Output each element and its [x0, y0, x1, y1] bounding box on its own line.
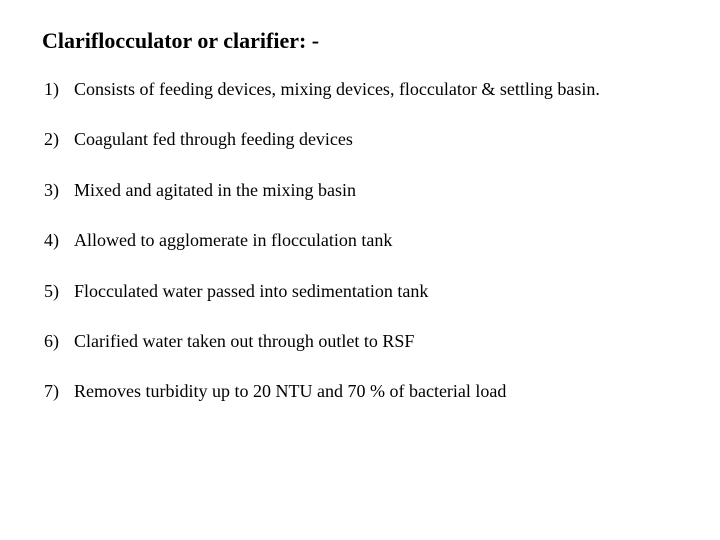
slide-title: Clariflocculator or clarifier: -	[42, 28, 688, 54]
list-item: Allowed to agglomerate in flocculation t…	[44, 229, 688, 252]
list-item: Clarified water taken out through outlet…	[44, 330, 688, 353]
list-item: Removes turbidity up to 20 NTU and 70 % …	[44, 380, 688, 403]
item-list: Consists of feeding devices, mixing devi…	[32, 78, 688, 404]
list-item: Mixed and agitated in the mixing basin	[44, 179, 688, 202]
list-item: Flocculated water passed into sedimentat…	[44, 280, 688, 303]
slide: Clariflocculator or clarifier: - Consist…	[0, 0, 720, 540]
list-item: Consists of feeding devices, mixing devi…	[44, 78, 688, 101]
list-item: Coagulant fed through feeding devices	[44, 128, 688, 151]
